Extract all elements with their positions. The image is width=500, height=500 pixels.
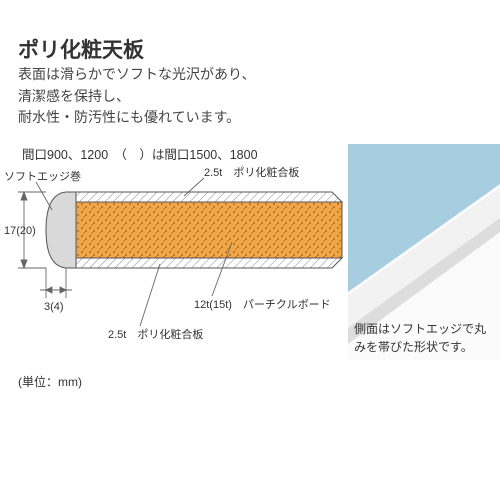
dim-thickness: 17(20) (4, 225, 36, 237)
desc-line: 表面は滑らかでソフトな光沢があり、 (18, 66, 255, 82)
units-note: (単位：mm) (18, 373, 82, 390)
dim-offset: 3(4) (44, 301, 64, 313)
label-soft-edge: ソフトエッジ巻 (4, 170, 81, 183)
label-top-veneer: 2.5t ポリ化粧合板 (204, 165, 299, 179)
desc-line: 清潔感を保持し、 (18, 88, 130, 104)
diagram-svg-wrap: 17(20) 3(4) ソフトエッジ巻 2.5t ポリ化粧合板 12t(1 (0, 162, 346, 360)
cross-section-svg: 17(20) 3(4) ソフトエッジ巻 2.5t ポリ化粧合板 12t(1 (0, 162, 346, 360)
cross-section-diagram: 間口900、1200 （ ）は間口1500、1800 (0, 144, 346, 360)
title: ポリ化粧天板 (18, 34, 144, 64)
label-particle: 12t(15t) パーチクルボード (194, 298, 331, 311)
description: 表面は滑らかでソフトな光沢があり、 清潔感を保持し、 耐水性・防汚性にも優れてい… (18, 64, 255, 129)
label-bottom-veneer: 2.5t ポリ化粧合板 (108, 327, 203, 341)
photo-caption: 側面はソフトエッジで丸みを帯びた形状です。 (354, 320, 494, 356)
diagram-header: 間口900、1200 （ ）は間口1500、1800 (22, 144, 258, 163)
desc-line: 耐水性・防汚性にも優れています。 (18, 109, 240, 125)
